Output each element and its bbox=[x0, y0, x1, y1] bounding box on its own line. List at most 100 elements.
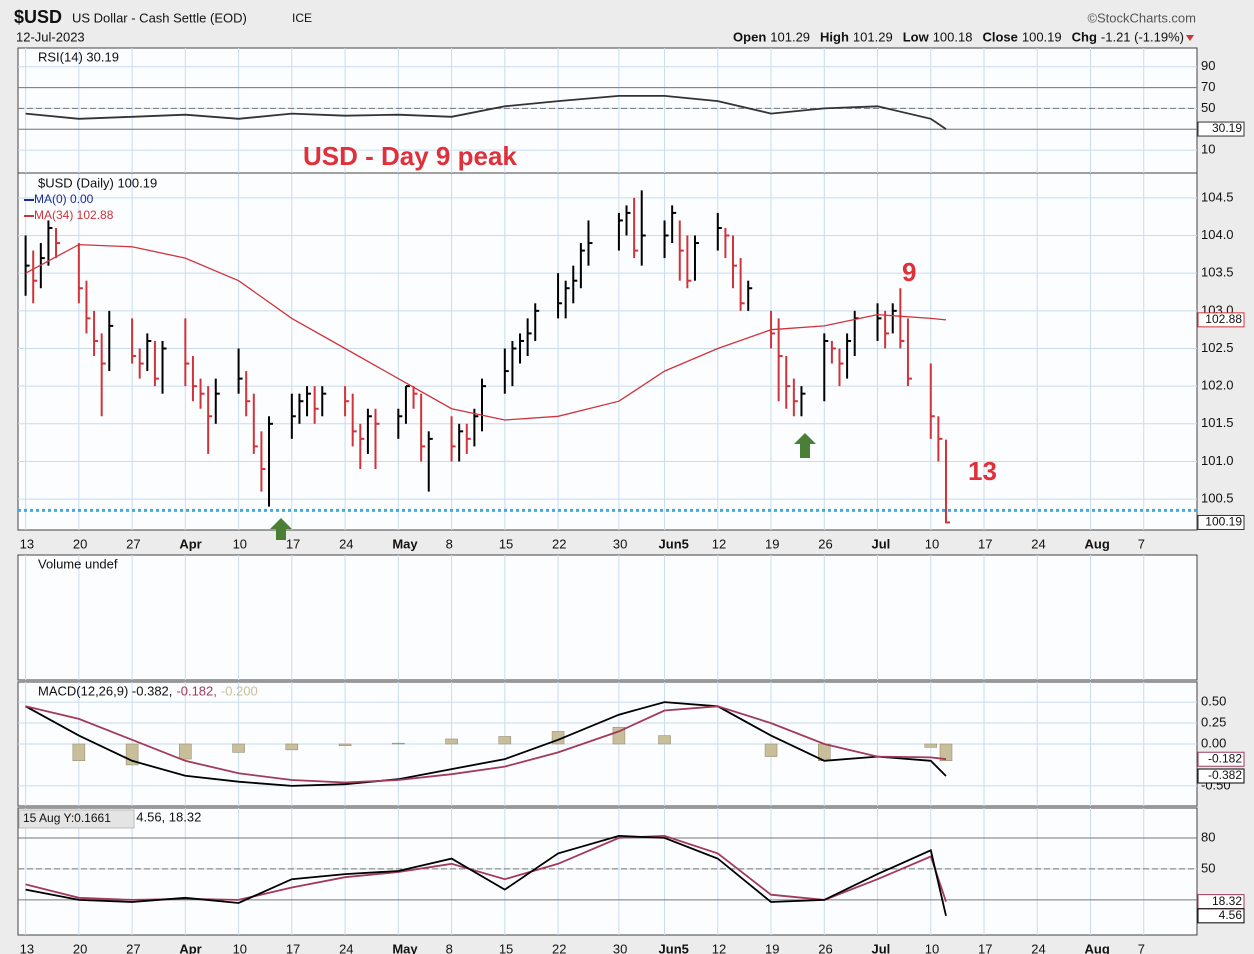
value-box-label: 30.19 bbox=[1212, 121, 1242, 135]
quote-value: 100.18 bbox=[933, 29, 973, 44]
x-tick-label: May bbox=[392, 536, 418, 551]
y-tick-label: 100.5 bbox=[1201, 491, 1234, 506]
legend: $USD (Daily) 100.19 bbox=[38, 175, 157, 190]
plots: 13 20 27 Apr 10 17 24 May 8 15 22 30 Jun5 12 19 26 Jul 10… bbox=[17, 47, 1245, 954]
quote-value: -1.21 (-1.19%) bbox=[1101, 29, 1184, 44]
x-tick-label: Jun5 bbox=[659, 941, 689, 954]
exchange: ICE bbox=[292, 11, 312, 25]
arrow bbox=[794, 433, 816, 458]
y-tick-label: 80 bbox=[1201, 829, 1215, 844]
x-tick-label: 26 bbox=[818, 536, 832, 551]
y-tick-label: 102.0 bbox=[1201, 378, 1234, 393]
legend-entry: MA(34) 102.88 bbox=[34, 208, 114, 222]
tooltip-text: 15 Aug Y:0.1661 bbox=[23, 811, 111, 825]
value-box-label: 100.19 bbox=[1205, 515, 1242, 529]
x-tick-label: 10 bbox=[233, 536, 247, 551]
x-tick-label: 24 bbox=[1031, 536, 1045, 551]
line bbox=[25, 701, 947, 787]
quote-value: 100.19 bbox=[1022, 29, 1062, 44]
x-tick-label: 10 bbox=[233, 941, 247, 954]
x-tick-label: Jun5 bbox=[659, 536, 689, 551]
x-tick-label: 12 bbox=[712, 941, 726, 954]
value-box bbox=[1197, 312, 1245, 328]
y-tick-label: 90 bbox=[1201, 58, 1215, 73]
x-tick-label: 17 bbox=[978, 536, 992, 551]
annotation: 13 bbox=[968, 456, 997, 486]
value-box-label: -0.382 bbox=[1208, 768, 1242, 782]
x-tick-label: Jul bbox=[872, 941, 891, 954]
source: ©StockCharts.com bbox=[1087, 10, 1196, 25]
x-tick-label: 30 bbox=[613, 536, 627, 551]
histogram-bar bbox=[232, 743, 245, 753]
x-tick-label: 24 bbox=[339, 536, 353, 551]
quote-label: High bbox=[820, 29, 849, 44]
x-tick-label: 22 bbox=[552, 536, 566, 551]
x-tick-label: Apr bbox=[179, 536, 201, 551]
y-tick-label: 103.5 bbox=[1201, 265, 1234, 280]
x-tick-label: 13 bbox=[20, 536, 34, 551]
x-tick-label: 24 bbox=[1031, 941, 1045, 954]
x-tick-label: 24 bbox=[339, 941, 353, 954]
legend: MACD(12,26,9) -0.382, bbox=[38, 683, 172, 698]
legend: Volume undef bbox=[38, 556, 118, 571]
y-tick-label: 50 bbox=[1201, 100, 1215, 115]
histogram-bar bbox=[764, 743, 778, 757]
histogram-bar bbox=[285, 743, 299, 751]
x-tick-label: 12 bbox=[712, 536, 726, 551]
x-tick-label: 20 bbox=[73, 941, 87, 954]
x-tick-label: 10 bbox=[925, 536, 939, 551]
annotation: USD - Day 9 peak bbox=[303, 141, 517, 171]
value-box-label: 4.56 bbox=[1219, 908, 1243, 922]
x-tick-label: 17 bbox=[286, 941, 300, 954]
legend-entry: MA(0) 0.00 bbox=[34, 192, 94, 206]
histogram-bar bbox=[179, 743, 192, 760]
annotation: 9 bbox=[902, 257, 916, 287]
legend: RSI(14) 30.19 bbox=[38, 49, 119, 64]
value-box-label: 18.32 bbox=[1212, 894, 1242, 908]
histogram-bar bbox=[498, 736, 512, 745]
instrument-name: US Dollar - Cash Settle (EOD) bbox=[72, 10, 247, 25]
panel bbox=[17, 807, 1198, 936]
panel bbox=[17, 47, 1198, 174]
value-box bbox=[1197, 751, 1245, 767]
y-tick-label: 10 bbox=[1201, 142, 1215, 157]
quote-value: 101.29 bbox=[770, 29, 810, 44]
x-tick-label: 13 bbox=[20, 941, 34, 954]
date: 12-Jul-2023 bbox=[16, 29, 85, 44]
y-tick-label: 101.0 bbox=[1201, 453, 1234, 468]
x-tick-label: Aug bbox=[1085, 941, 1110, 954]
x-tick-label: 19 bbox=[765, 536, 779, 551]
legend: -0.200 bbox=[221, 683, 258, 698]
x-tick-label: 15 bbox=[499, 536, 513, 551]
line bbox=[25, 95, 947, 130]
x-tick-label: 7 bbox=[1138, 536, 1145, 551]
x-tick-label: 20 bbox=[73, 536, 87, 551]
x-tick-label: Aug bbox=[1085, 536, 1110, 551]
x-tick-label: 7 bbox=[1138, 941, 1145, 954]
y-tick-label: 101.5 bbox=[1201, 415, 1234, 430]
y-tick-label: 0.50 bbox=[1201, 694, 1226, 709]
line bbox=[25, 705, 947, 784]
x-tick-label: May bbox=[392, 941, 418, 954]
y-tick-label: 50 bbox=[1201, 860, 1215, 875]
line bbox=[25, 243, 947, 421]
y-tick-label: 70 bbox=[1201, 79, 1215, 94]
y-tick-label: 102.5 bbox=[1201, 340, 1234, 355]
panel bbox=[17, 554, 1198, 681]
x-tick-label: 19 bbox=[765, 941, 779, 954]
tooltip bbox=[18, 809, 135, 829]
x-tick-label: 27 bbox=[126, 941, 140, 954]
quote-label: Close bbox=[982, 29, 1017, 44]
histogram-bar bbox=[338, 743, 352, 746]
change-arrow bbox=[1186, 35, 1194, 41]
value-box bbox=[1197, 514, 1245, 530]
x-tick-label: 27 bbox=[126, 536, 140, 551]
x-tick-label: 26 bbox=[818, 941, 832, 954]
value-box-label: -0.182 bbox=[1208, 751, 1242, 765]
line bbox=[25, 834, 947, 917]
y-tick-label: 0.25 bbox=[1201, 714, 1226, 729]
quote-label: Open bbox=[733, 29, 766, 44]
x-tick-label: Jul bbox=[872, 536, 891, 551]
